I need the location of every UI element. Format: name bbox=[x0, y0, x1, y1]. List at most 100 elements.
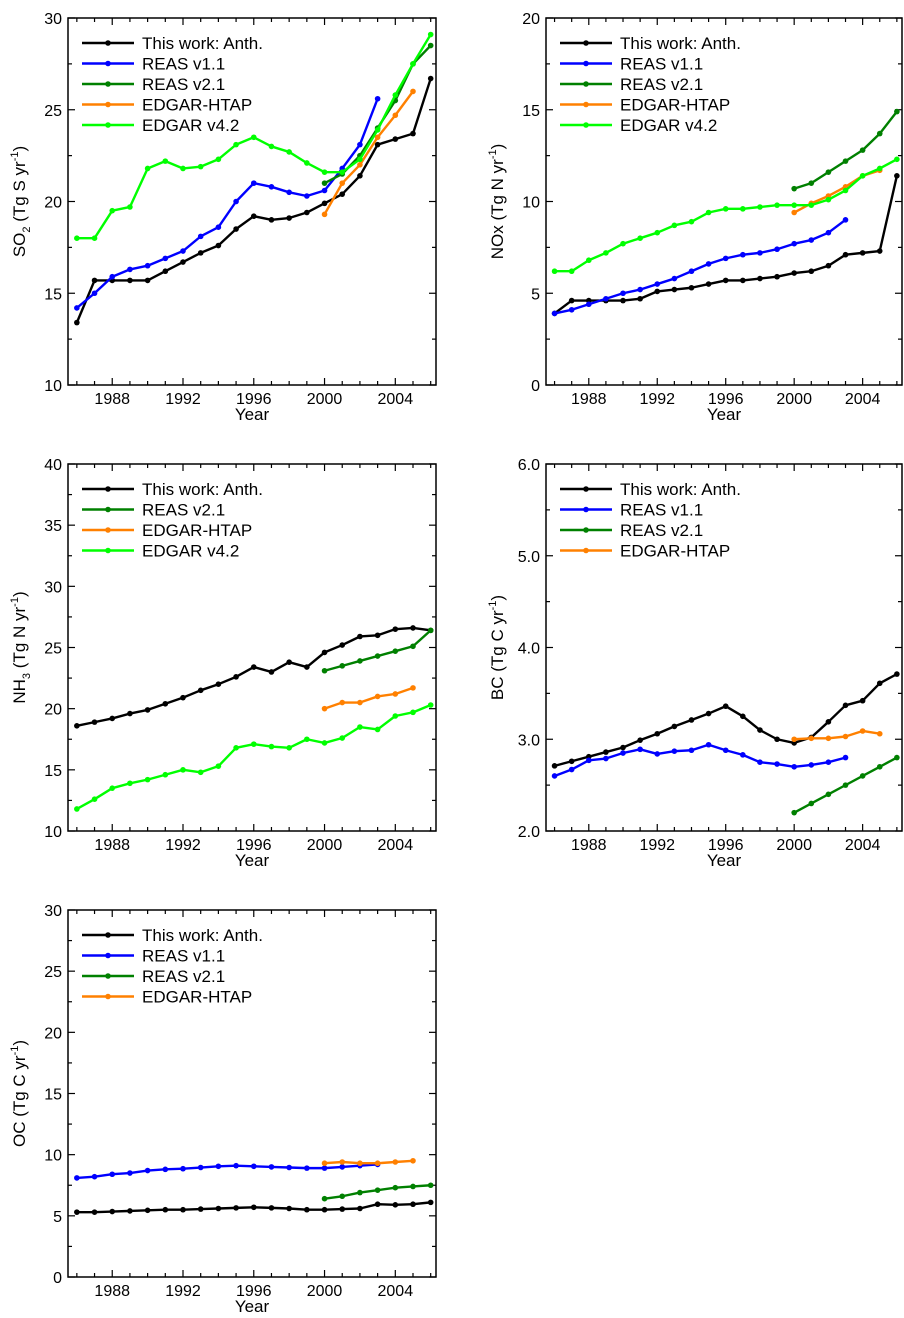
data-point bbox=[304, 1165, 310, 1171]
data-point bbox=[374, 134, 381, 141]
data-point bbox=[825, 719, 832, 725]
legend-label: EDGAR-HTAP bbox=[142, 988, 252, 1007]
series-reas-v2-1 bbox=[791, 754, 900, 816]
chart-panel-5: 1988 1992 1996 2000 2004 0 5 10 15 20 25 30 Year OC (… bbox=[9, 903, 437, 1316]
legend-label: EDGAR-HTAP bbox=[620, 96, 730, 115]
series-line bbox=[793, 110, 898, 190]
data-point bbox=[339, 1159, 346, 1165]
x-tick-label: 2004 bbox=[845, 837, 881, 854]
data-point bbox=[357, 658, 363, 664]
data-point bbox=[357, 699, 363, 706]
y-tick-label: 25 bbox=[44, 641, 62, 658]
data-point bbox=[842, 754, 849, 761]
series-this-work-anth- bbox=[551, 671, 900, 769]
data-point bbox=[620, 750, 626, 756]
x-tick-label: 1996 bbox=[236, 1283, 272, 1300]
data-point bbox=[321, 667, 328, 674]
x-tick-label: 1992 bbox=[165, 837, 201, 854]
data-point bbox=[808, 237, 815, 243]
data-point bbox=[825, 196, 832, 203]
data-point bbox=[91, 277, 98, 284]
legend-marker bbox=[105, 547, 111, 554]
data-point bbox=[286, 215, 292, 221]
y-tick-label: 25 bbox=[44, 964, 62, 981]
chart-panel-1: 1988 1992 1996 2000 2004 10 15 20 25 30 Year SO2 (T… bbox=[9, 11, 437, 424]
legend-label: REAS v1.1 bbox=[620, 55, 703, 74]
data-point bbox=[339, 1206, 346, 1212]
x-tick-label: 2000 bbox=[776, 391, 812, 408]
series-edgar-v4-2 bbox=[551, 156, 900, 275]
legend-marker bbox=[105, 40, 111, 46]
data-point bbox=[286, 745, 292, 751]
data-point bbox=[180, 694, 186, 701]
x-tick-label: 2004 bbox=[378, 1283, 414, 1300]
y-tick-label: 20 bbox=[44, 702, 62, 719]
data-point bbox=[654, 281, 661, 287]
legend-marker bbox=[583, 60, 589, 67]
data-point bbox=[876, 165, 883, 172]
data-point bbox=[568, 268, 575, 275]
legend-label: This work: Anth. bbox=[142, 34, 263, 53]
y-tick-label: 6.0 bbox=[518, 457, 540, 474]
data-point bbox=[268, 184, 275, 190]
data-point bbox=[339, 1193, 346, 1200]
data-point bbox=[339, 642, 346, 648]
data-point bbox=[374, 95, 381, 102]
data-point bbox=[688, 747, 695, 754]
x-axis-title: Year bbox=[235, 405, 270, 424]
data-point bbox=[688, 284, 695, 291]
data-point bbox=[774, 246, 780, 253]
data-point bbox=[894, 671, 900, 677]
y-tick-label: 20 bbox=[522, 11, 540, 28]
y-tick-label: 0 bbox=[531, 378, 540, 395]
legend-label: REAS v2.1 bbox=[142, 501, 225, 520]
data-point bbox=[268, 1164, 275, 1170]
legend-marker bbox=[105, 486, 111, 492]
data-point bbox=[568, 297, 575, 304]
y-tick-label: 15 bbox=[522, 103, 540, 120]
data-point bbox=[637, 235, 643, 241]
data-point bbox=[688, 717, 695, 723]
data-point bbox=[427, 31, 434, 38]
data-point bbox=[671, 275, 678, 282]
x-tick-label: 2000 bbox=[307, 837, 343, 854]
data-point bbox=[859, 147, 866, 153]
x-tick-label: 2004 bbox=[378, 837, 414, 854]
data-point bbox=[825, 735, 832, 742]
series-edgar-htap bbox=[791, 728, 883, 743]
data-point bbox=[842, 217, 849, 223]
data-point bbox=[321, 1195, 328, 1202]
legend-label: This work: Anth. bbox=[142, 480, 263, 499]
series-line bbox=[323, 44, 432, 185]
data-point bbox=[842, 733, 849, 740]
data-point bbox=[551, 763, 558, 769]
data-point bbox=[250, 1204, 257, 1211]
data-point bbox=[357, 162, 363, 168]
y-tick-label: 5.0 bbox=[518, 549, 540, 566]
legend-marker bbox=[105, 932, 111, 938]
data-point bbox=[127, 277, 133, 284]
series-edgar-htap bbox=[321, 685, 416, 712]
data-point bbox=[127, 780, 133, 787]
data-point bbox=[197, 1164, 204, 1171]
x-tick-label: 1988 bbox=[94, 837, 130, 854]
legend-marker bbox=[105, 101, 111, 108]
data-point bbox=[250, 664, 257, 670]
data-point bbox=[321, 1160, 328, 1167]
data-point bbox=[339, 169, 346, 175]
x-tick-label: 2000 bbox=[307, 1283, 343, 1300]
data-point bbox=[876, 680, 883, 687]
data-point bbox=[876, 730, 883, 737]
data-point bbox=[603, 295, 609, 302]
data-point bbox=[91, 796, 98, 802]
data-point bbox=[427, 75, 434, 82]
data-point bbox=[215, 763, 222, 769]
series-this-work-anth- bbox=[551, 173, 900, 317]
data-point bbox=[374, 127, 381, 133]
data-point bbox=[233, 674, 239, 680]
data-point bbox=[109, 785, 116, 791]
data-point bbox=[374, 1160, 381, 1167]
data-point bbox=[791, 270, 797, 276]
